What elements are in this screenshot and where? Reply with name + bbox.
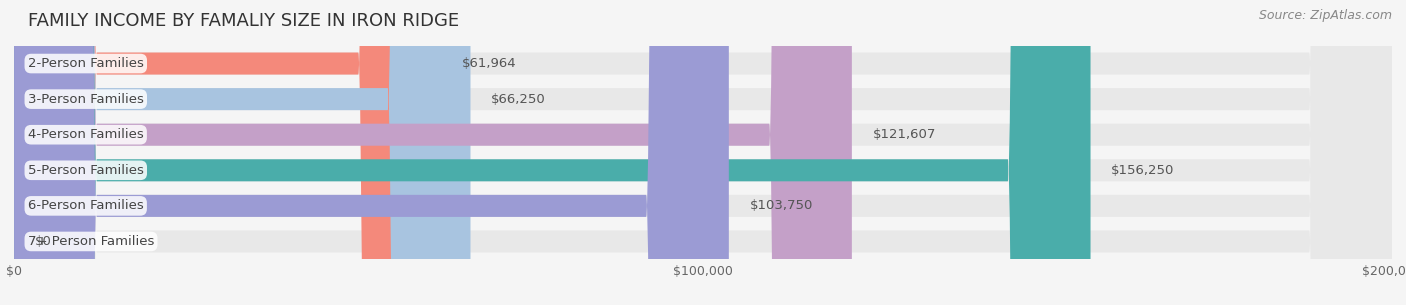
- Text: 7+ Person Families: 7+ Person Families: [28, 235, 155, 248]
- Text: $0: $0: [35, 235, 52, 248]
- FancyBboxPatch shape: [14, 0, 1392, 305]
- FancyBboxPatch shape: [14, 0, 1392, 305]
- FancyBboxPatch shape: [14, 0, 728, 305]
- FancyBboxPatch shape: [14, 0, 1392, 305]
- FancyBboxPatch shape: [14, 0, 1392, 305]
- FancyBboxPatch shape: [14, 0, 1091, 305]
- FancyBboxPatch shape: [14, 0, 1392, 305]
- FancyBboxPatch shape: [14, 0, 441, 305]
- FancyBboxPatch shape: [14, 0, 1392, 305]
- Text: FAMILY INCOME BY FAMALIY SIZE IN IRON RIDGE: FAMILY INCOME BY FAMALIY SIZE IN IRON RI…: [28, 12, 460, 30]
- Text: Source: ZipAtlas.com: Source: ZipAtlas.com: [1258, 9, 1392, 22]
- Text: 2-Person Families: 2-Person Families: [28, 57, 143, 70]
- Text: $103,750: $103,750: [749, 199, 813, 212]
- Text: $66,250: $66,250: [491, 93, 546, 106]
- Text: $156,250: $156,250: [1111, 164, 1174, 177]
- Text: 4-Person Families: 4-Person Families: [28, 128, 143, 141]
- FancyBboxPatch shape: [14, 0, 471, 305]
- FancyBboxPatch shape: [14, 0, 852, 305]
- Text: 6-Person Families: 6-Person Families: [28, 199, 143, 212]
- Text: $121,607: $121,607: [873, 128, 936, 141]
- Text: 5-Person Families: 5-Person Families: [28, 164, 143, 177]
- Text: $61,964: $61,964: [461, 57, 516, 70]
- Text: 3-Person Families: 3-Person Families: [28, 93, 143, 106]
